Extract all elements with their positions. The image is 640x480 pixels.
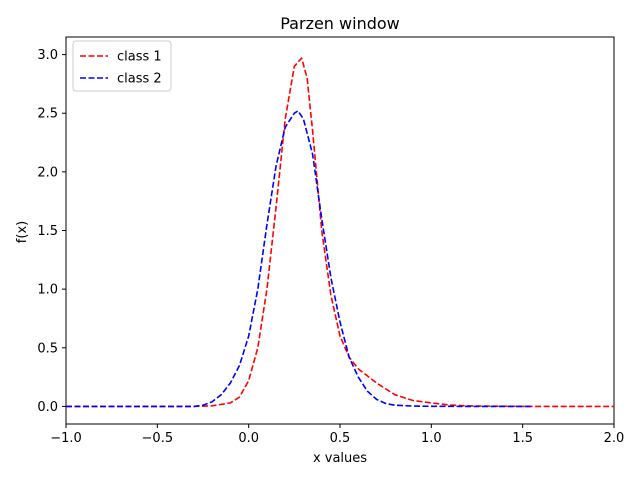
series-layer [66, 57, 614, 408]
series-line-2 [66, 110, 532, 408]
x-tick-label: 0.5 [330, 431, 351, 446]
x-axis: −1.0 −0.5 0.0 0.5 1.0 1.5 2.0 [50, 424, 624, 446]
x-axis-label: x values [313, 451, 367, 466]
legend-label-2: class 2 [117, 72, 162, 87]
y-tick-label: 0.5 [37, 341, 58, 356]
x-tick-label: 0.0 [238, 431, 259, 446]
x-tick-label: 1.0 [421, 431, 442, 446]
y-axis: 0.0 0.5 1.0 1.5 2.0 2.5 3.0 [37, 48, 66, 415]
y-tick-label: 2.5 [37, 107, 58, 122]
y-tick-label: 3.0 [37, 48, 58, 63]
x-tick-label: −0.5 [142, 431, 174, 446]
y-tick-label: 2.0 [37, 165, 58, 180]
legend-label-1: class 1 [117, 50, 162, 65]
x-tick-label: 1.5 [512, 431, 533, 446]
y-tick-label: 1.5 [37, 224, 58, 239]
x-tick-label: 2.0 [604, 431, 625, 446]
chart-title: Parzen window [280, 14, 399, 33]
x-tick-label: −1.0 [50, 431, 82, 446]
y-tick-label: 1.0 [37, 283, 58, 298]
y-axis-label: f(x) [15, 221, 30, 243]
legend: class 1 class 2 [72, 40, 172, 92]
y-tick-label: 0.0 [37, 400, 58, 415]
series-line-1 [66, 57, 614, 408]
